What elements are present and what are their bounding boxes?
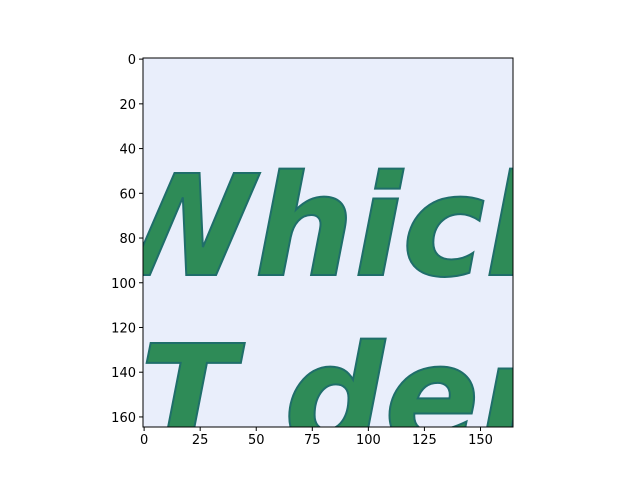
x-tick-label: 25 (192, 433, 209, 448)
x-tick-label: 0 (140, 433, 148, 448)
y-tick-label: 140 (111, 366, 136, 381)
x-tick-label: 75 (304, 433, 321, 448)
x-tick-label: 150 (468, 433, 493, 448)
y-tick-label: 60 (119, 187, 136, 202)
y-tick-label: 80 (119, 232, 136, 247)
image-text: T den (140, 316, 579, 479)
x-tick-label: 125 (412, 433, 437, 448)
image-text: Whiche (100, 146, 640, 309)
image-background (143, 58, 513, 427)
x-tick-label: 50 (248, 433, 265, 448)
y-tick-label: 100 (111, 277, 136, 292)
y-tick-label: 20 (119, 98, 136, 113)
y-tick-label: 160 (111, 411, 136, 426)
y-tick-label: 40 (119, 143, 136, 158)
x-tick-label: 100 (356, 433, 381, 448)
axes-frame (142, 57, 514, 428)
y-tick-label: 0 (128, 53, 136, 68)
y-tick-label: 120 (111, 321, 136, 336)
